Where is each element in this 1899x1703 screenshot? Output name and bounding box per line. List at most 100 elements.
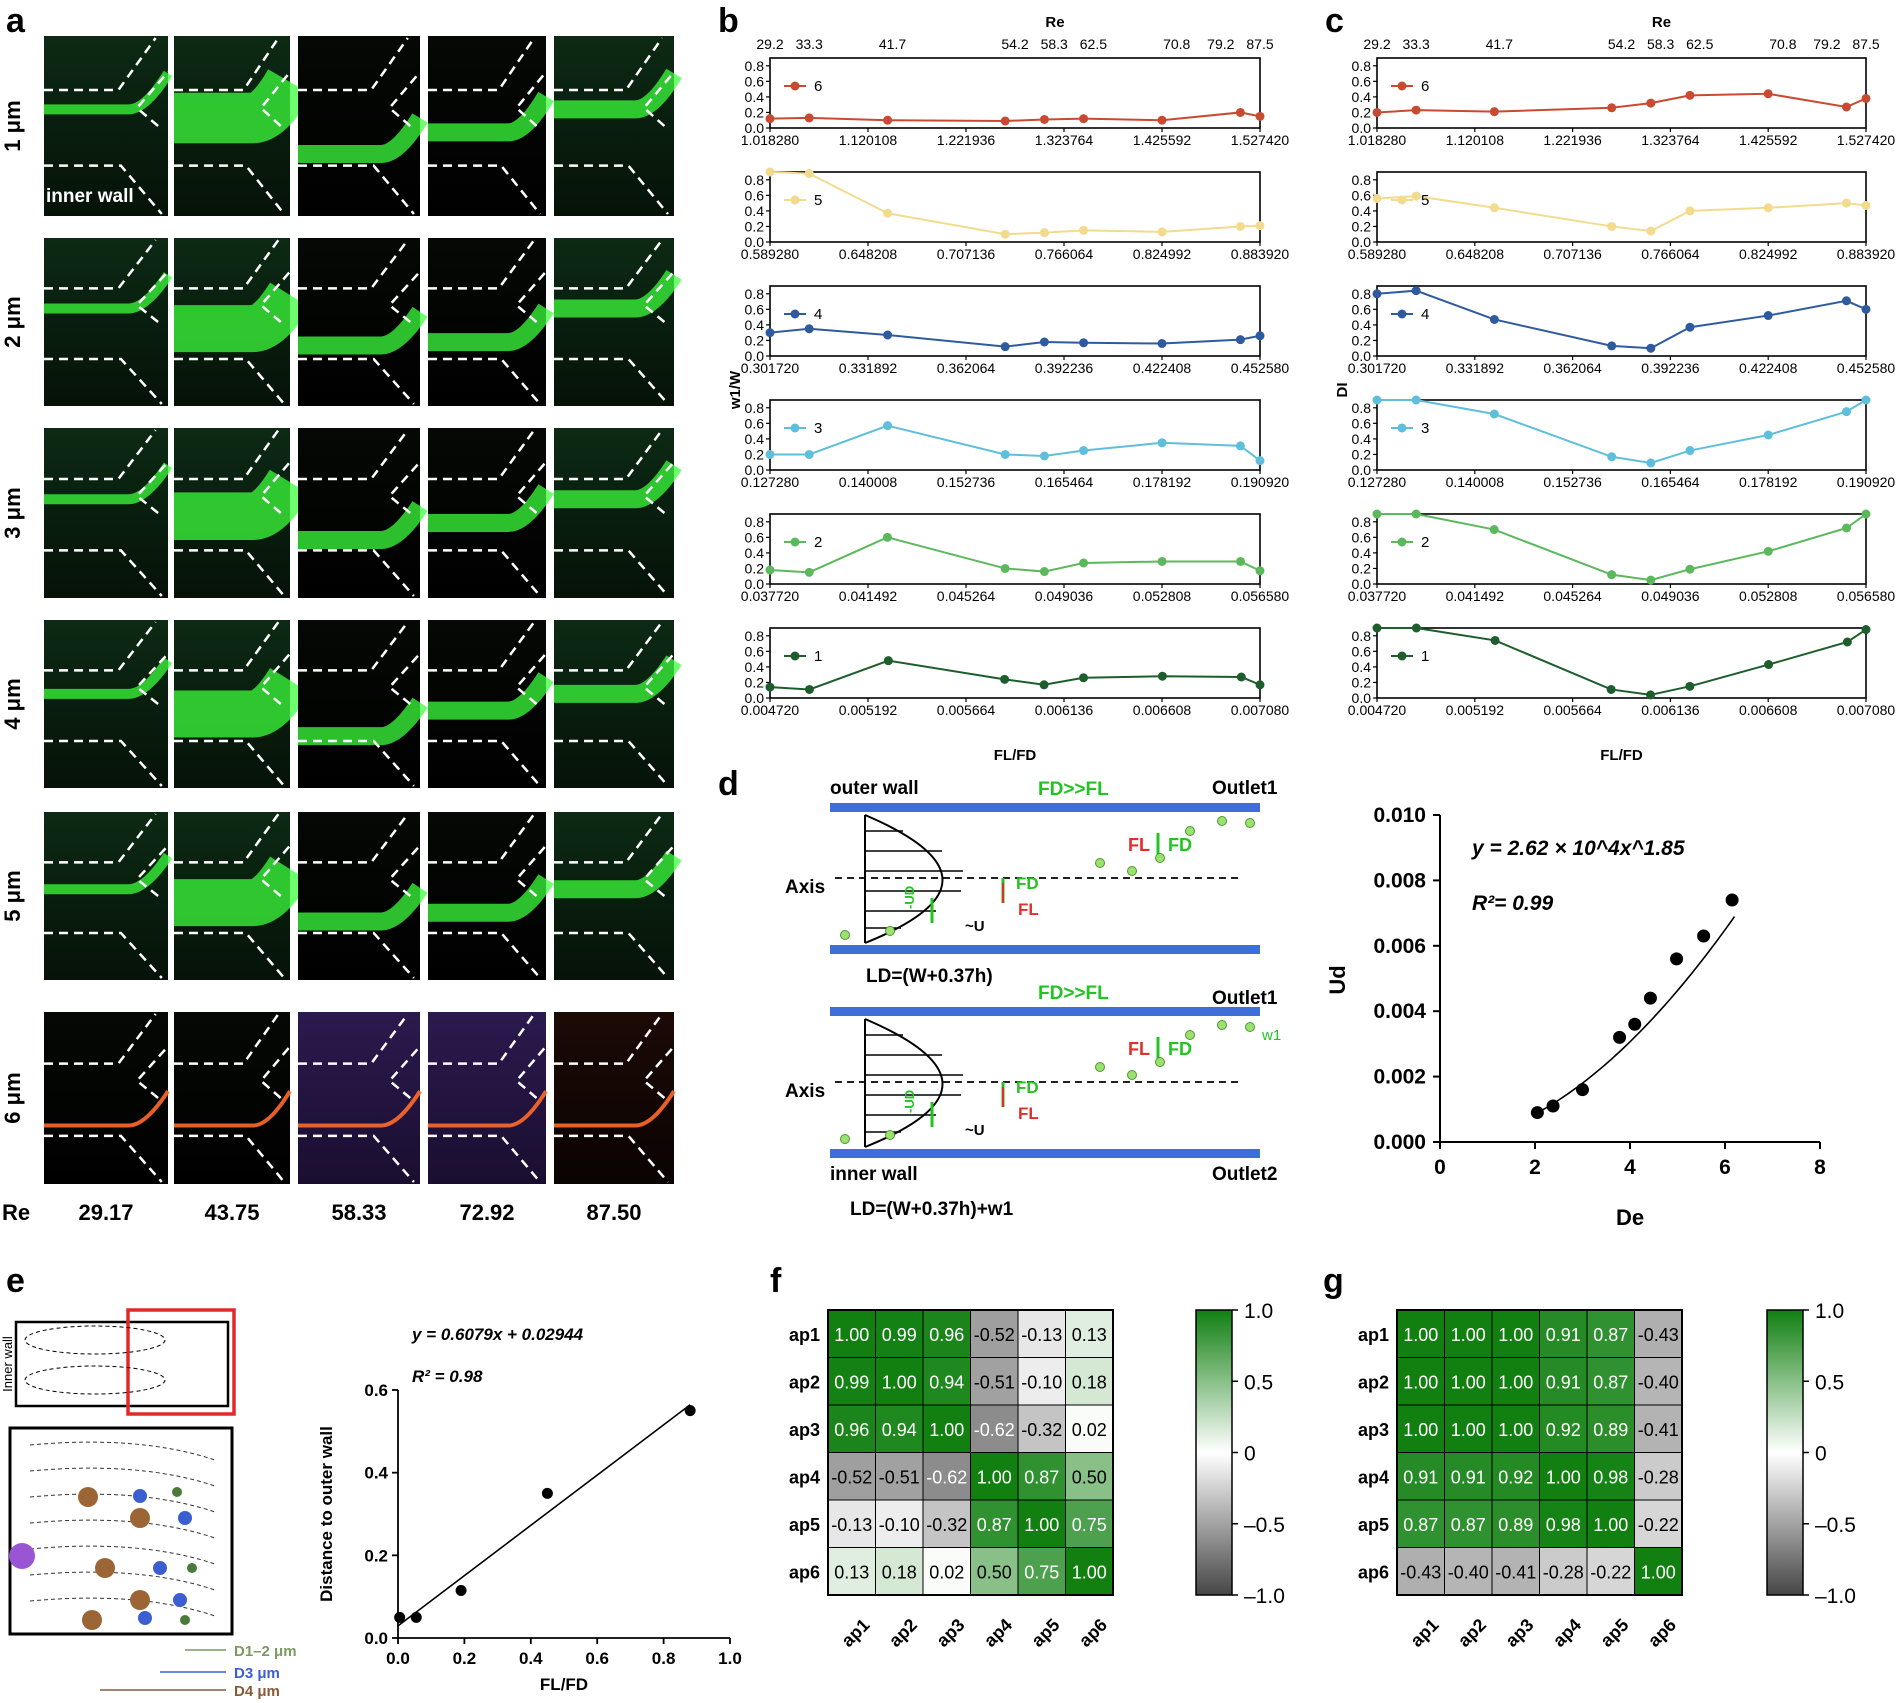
c-series-2-point-9 <box>1861 509 1871 519</box>
g-cell-6-2 <box>1444 1547 1493 1596</box>
e-particle-13 <box>180 1615 190 1625</box>
c-subplot-2-xtick-3: 0.049036 <box>1641 588 1700 604</box>
b-subplot-2-xtick-1: 0.041492 <box>839 588 898 604</box>
b-subplot-5-xtick-5: 0.883920 <box>1231 246 1290 262</box>
c-subplot-3-ytick-2: 0.4 <box>1352 431 1372 447</box>
particle-stream <box>44 852 173 895</box>
channel-wall-dashed <box>298 549 415 597</box>
b-subplot-2-xtick-0: 0.037720 <box>741 588 800 604</box>
d-xtick-label-3: 6 <box>1719 1156 1731 1179</box>
b-series-2-point-3 <box>882 532 892 542</box>
f-cell-3-6 <box>1065 1404 1114 1453</box>
b-subplot-4-xtick-0: 0.301720 <box>741 360 800 376</box>
b-series-5-point-5 <box>1039 228 1049 238</box>
c-series-6-point-7 <box>1763 89 1773 99</box>
d-x-label: De <box>1616 1205 1644 1230</box>
micro-image-r6-c1 <box>44 1012 168 1184</box>
c-subplot-4-xtick-5: 0.452580 <box>1837 360 1896 376</box>
row-label-3: 3 μm <box>0 487 25 538</box>
c-subplot-3-frame <box>1376 399 1867 471</box>
g-cell-label-1-4: 0.91 <box>1546 1325 1581 1345</box>
f-cell-label-2-5: -0.10 <box>1021 1372 1062 1392</box>
c-subplot-4-xtick-0: 0.301720 <box>1348 360 1407 376</box>
c-series-4-point-6 <box>1685 322 1695 332</box>
c-series-2-point-2 <box>1411 509 1421 519</box>
b-series-3-point-3 <box>883 421 893 431</box>
channel-wall-dashed <box>428 549 542 597</box>
b-subplot-2-frame <box>769 513 1261 585</box>
re-value-5: 87.50 <box>586 1200 641 1225</box>
b-subplot-2-xtick-2: 0.045264 <box>937 588 996 604</box>
c-subplot-2-xtick-2: 0.045264 <box>1543 588 1602 604</box>
b-series-5-point-2 <box>804 169 814 179</box>
g-cell-label-5-2: 0.87 <box>1451 1515 1486 1535</box>
velocity-profile <box>864 814 944 944</box>
c-series-1-point-7 <box>1764 660 1774 670</box>
c-subplot-4-ytick-0: 0.8 <box>1352 286 1372 302</box>
particle-1 <box>840 1134 850 1144</box>
micro-image-r1-c3 <box>298 36 420 216</box>
d-point-3 <box>1576 1083 1589 1097</box>
channel-wall-dashed <box>174 1013 291 1099</box>
particle-stream <box>428 672 554 720</box>
b-series-1-point-6 <box>1079 673 1089 683</box>
particle-stream <box>174 469 311 540</box>
c-series-6-point-9 <box>1861 93 1871 103</box>
c-series-4-point-8 <box>1841 296 1851 306</box>
e-particle-11 <box>172 1487 182 1497</box>
d-point-8 <box>1697 929 1711 943</box>
b-subplot-1-xtick-5: 0.007080 <box>1231 702 1290 718</box>
g-cell-label-2-6: -0.40 <box>1638 1372 1679 1392</box>
c-series-4-point-1 <box>1372 289 1382 299</box>
channel-wall-dashed <box>174 813 291 897</box>
fl-label-axis: FL <box>1018 900 1039 919</box>
micro-image-r2-c1 <box>44 238 168 406</box>
b-subplot-4-ytick-2: 0.4 <box>745 317 765 333</box>
b-series-4-point-8 <box>1235 335 1245 345</box>
particle-stream <box>298 1090 422 1128</box>
channel-wall-dashed <box>174 429 291 514</box>
f-cell-6-4 <box>970 1547 1019 1596</box>
channel-wall-dashed <box>44 549 163 597</box>
g-cell-label-5-1: 0.87 <box>1403 1515 1438 1535</box>
particle-2 <box>885 1130 895 1140</box>
b-subplot-4-ytick-1: 0.6 <box>745 301 765 317</box>
channel-wall-dashed <box>428 239 547 323</box>
c-subplot-6-ytick-0: 0.8 <box>1352 58 1372 74</box>
c-subplot-1-xtick-5: 0.007080 <box>1837 702 1896 718</box>
f-colorbar-tick-4: –1.0 <box>1244 1585 1285 1608</box>
g-cell-1-2 <box>1444 1309 1493 1358</box>
c-series-5-point-7 <box>1763 203 1773 213</box>
channel-wall-dashed <box>554 621 675 705</box>
c-subplot-2-frame <box>1376 513 1867 585</box>
g-cell-label-5-6: -0.22 <box>1638 1515 1679 1535</box>
b-subplot-1-xtick-1: 0.005192 <box>839 702 898 718</box>
c-subplot-2-xtick-0: 0.037720 <box>1348 588 1407 604</box>
particle-6 <box>1185 826 1195 836</box>
outlet1-label-top: Outlet1 <box>1212 778 1278 799</box>
e-xtick-label-4: 0.8 <box>652 1649 676 1668</box>
e-particle-1 <box>78 1487 98 1507</box>
c-subplot-1-xtick-2: 0.005664 <box>1543 702 1602 718</box>
channel-wall-dashed <box>298 621 421 705</box>
c-subplot-3-xtick-1: 0.140008 <box>1446 474 1505 490</box>
b-re-tick-2: 33.3 <box>796 36 823 52</box>
b-series-1-point-7 <box>1157 671 1167 681</box>
channel-wall-dashed <box>428 1134 542 1183</box>
b-legend-4: 4 <box>814 306 822 323</box>
e-ytick-label-2: 0.4 <box>364 1464 388 1483</box>
particle-stream <box>44 657 173 699</box>
particle-8 <box>1245 818 1255 828</box>
channel-wall-top <box>830 1007 1260 1016</box>
micro-image-r4-c3 <box>298 620 420 788</box>
c-subplot-5-ytick-0: 0.8 <box>1352 172 1372 188</box>
particle-stream <box>554 1090 676 1128</box>
f-cell-label-5-1: -0.13 <box>831 1515 872 1535</box>
d-xtick-label-2: 4 <box>1624 1156 1636 1179</box>
c-re-tick-4: 54.2 <box>1608 36 1635 52</box>
b-series-2-point-2 <box>804 567 814 577</box>
particle-stream <box>174 667 310 738</box>
particle-stream <box>44 1090 170 1128</box>
f-cell-label-3-6: 0.02 <box>1072 1420 1107 1440</box>
channel-wall-dashed <box>44 931 163 979</box>
